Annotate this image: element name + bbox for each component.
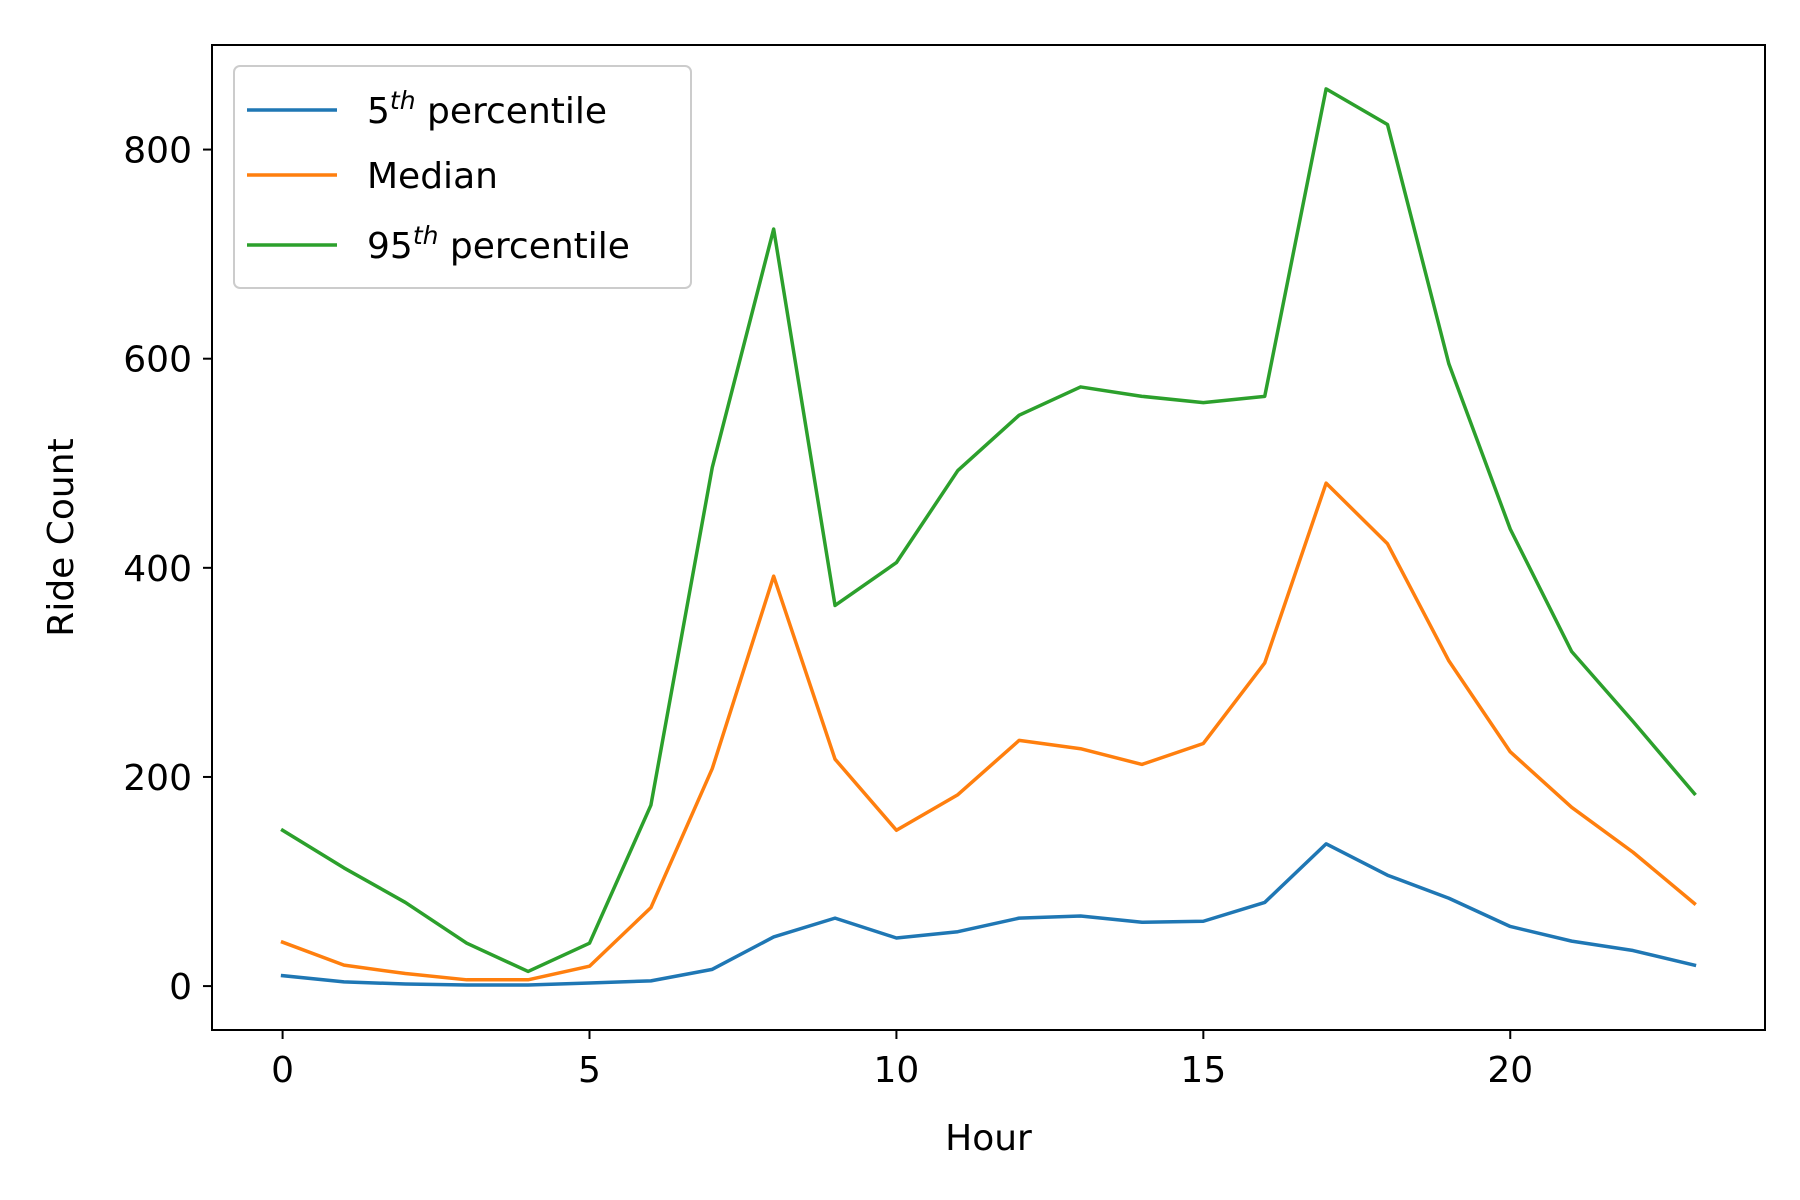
y-tick-label: 0 bbox=[169, 967, 192, 1008]
legend-box bbox=[233, 65, 692, 289]
legend-label-1: 5th percentile bbox=[367, 86, 607, 132]
series-lines bbox=[280, 87, 1697, 987]
x-tick-label: 0 bbox=[271, 1050, 294, 1091]
series-line-1 bbox=[280, 842, 1697, 987]
x-tick-label: 15 bbox=[1180, 1050, 1226, 1091]
legend-label-3: 95th percentile bbox=[367, 221, 630, 267]
series-line-3 bbox=[280, 87, 1697, 974]
y-tick-label: 600 bbox=[123, 340, 192, 381]
series-line-2 bbox=[280, 481, 1697, 982]
y-tick-label: 800 bbox=[123, 131, 192, 172]
y-tick-label: 400 bbox=[123, 549, 192, 590]
legend: 5th percentile Median 95th percentile bbox=[233, 65, 692, 289]
x-tick-label: 10 bbox=[874, 1050, 920, 1091]
x-axis-ticks: 0 5 10 15 20 bbox=[271, 1030, 1533, 1091]
y-axis-label: Ride Count bbox=[41, 438, 82, 636]
x-tick-label: 5 bbox=[578, 1050, 601, 1091]
x-tick-label: 20 bbox=[1487, 1050, 1533, 1091]
y-tick-label: 200 bbox=[123, 758, 192, 799]
legend-label-2: Median bbox=[367, 156, 498, 197]
x-axis-label: Hour bbox=[945, 1118, 1032, 1159]
plot-area-frame bbox=[211, 44, 1766, 1031]
y-axis-ticks: 0 200 400 600 800 bbox=[123, 131, 212, 1008]
